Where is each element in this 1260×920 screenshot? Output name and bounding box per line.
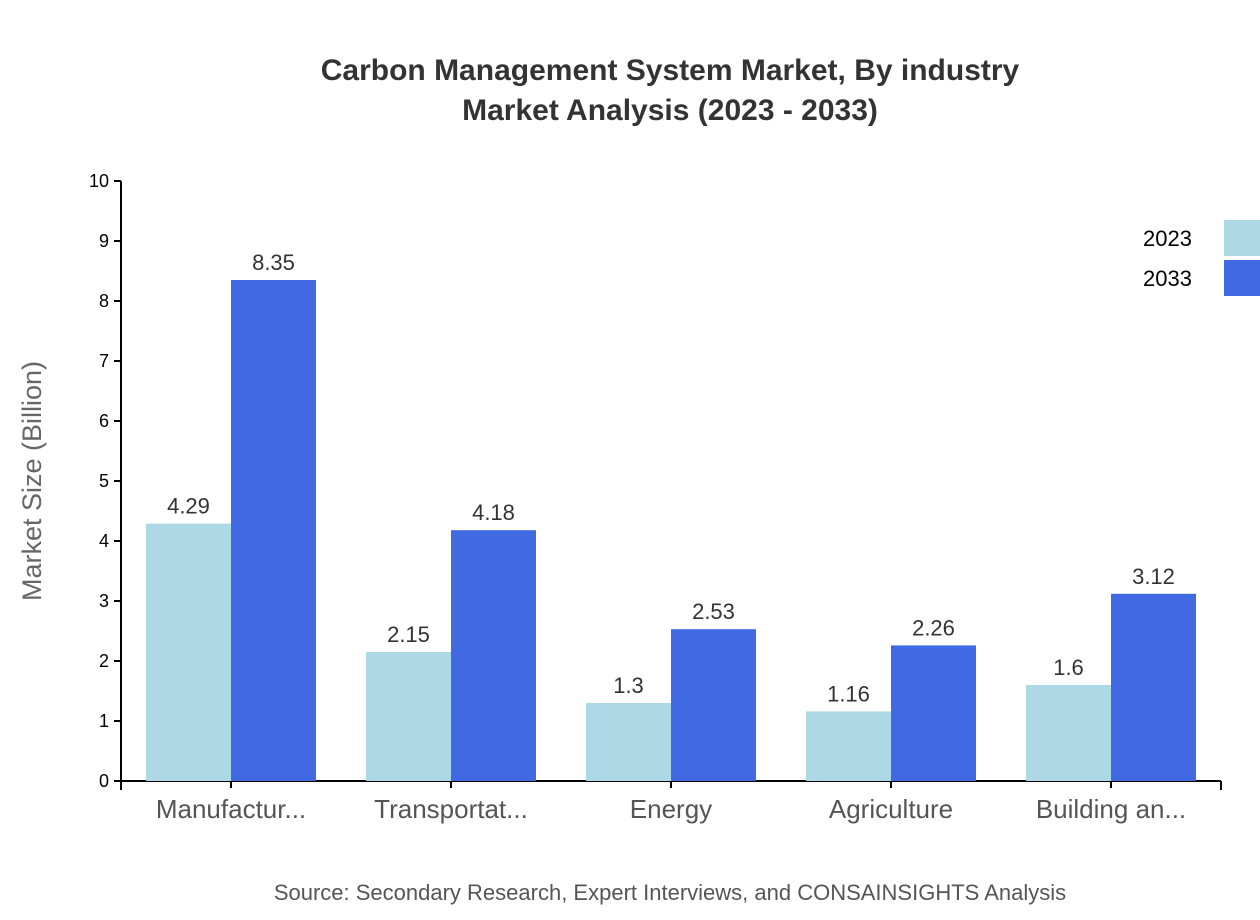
y-tick-label: 9 bbox=[99, 231, 109, 251]
x-tick-label: Agriculture bbox=[829, 794, 953, 824]
data-label: 2.53 bbox=[692, 599, 735, 624]
x-tick-label: Manufactur... bbox=[156, 794, 306, 824]
legend-swatch-2023 bbox=[1224, 220, 1260, 256]
data-label: 1.3 bbox=[613, 673, 644, 698]
bar-2023 bbox=[146, 523, 231, 781]
y-tick-label: 5 bbox=[99, 471, 109, 491]
y-tick-label: 8 bbox=[99, 291, 109, 311]
bar-2023 bbox=[586, 703, 671, 781]
source-note: Source: Secondary Research, Expert Inter… bbox=[274, 880, 1066, 905]
bar-2023 bbox=[366, 652, 451, 781]
x-tick-label: Building an... bbox=[1036, 794, 1186, 824]
data-label: 8.35 bbox=[252, 250, 295, 275]
y-axis-label: Market Size (Billion) bbox=[17, 361, 47, 601]
bar-2023 bbox=[806, 711, 891, 781]
chart-title: Carbon Management System Market, By indu… bbox=[321, 54, 1020, 87]
bar-2023 bbox=[1026, 685, 1111, 781]
bar-2033 bbox=[451, 530, 536, 781]
y-tick-label: 4 bbox=[99, 531, 109, 551]
data-label: 4.18 bbox=[472, 500, 515, 525]
data-label: 2.26 bbox=[912, 615, 955, 640]
data-label: 2.15 bbox=[387, 622, 430, 647]
y-tick-label: 6 bbox=[99, 411, 109, 431]
chart-subtitle: Market Analysis (2023 - 2033) bbox=[462, 94, 878, 127]
legend-label: 2033 bbox=[1143, 266, 1192, 291]
y-tick-label: 1 bbox=[99, 711, 109, 731]
data-label: 1.6 bbox=[1053, 655, 1084, 680]
legend-swatch-2033 bbox=[1224, 260, 1260, 296]
bar-2033 bbox=[891, 645, 976, 781]
data-label: 3.12 bbox=[1132, 564, 1175, 589]
data-label: 1.16 bbox=[827, 681, 870, 706]
y-tick-label: 0 bbox=[99, 771, 109, 791]
x-tick-label: Energy bbox=[630, 794, 712, 824]
bar-2033 bbox=[671, 629, 756, 781]
y-tick-label: 3 bbox=[99, 591, 109, 611]
bar-2033 bbox=[231, 280, 316, 781]
legend-label: 2023 bbox=[1143, 226, 1192, 251]
y-tick-label: 10 bbox=[89, 171, 109, 191]
bar-2033 bbox=[1111, 593, 1196, 781]
x-tick-label: Transportat... bbox=[374, 794, 528, 824]
y-tick-label: 2 bbox=[99, 651, 109, 671]
y-tick-label: 7 bbox=[99, 351, 109, 371]
data-label: 4.29 bbox=[167, 494, 210, 519]
